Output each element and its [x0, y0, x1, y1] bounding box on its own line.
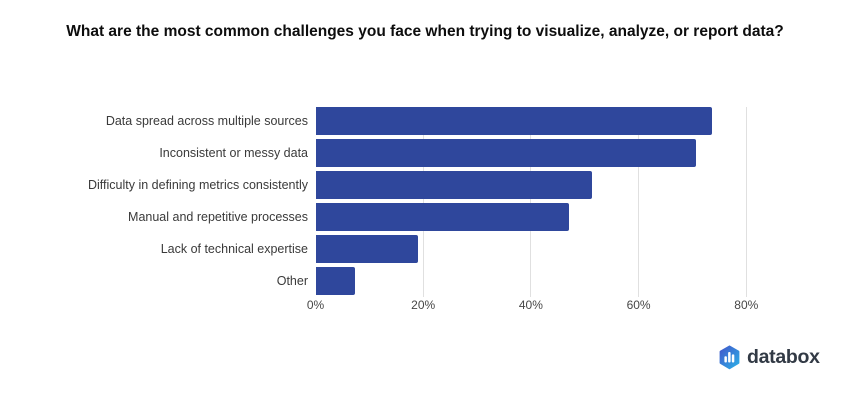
bar-label: Data spread across multiple sources: [105, 114, 308, 128]
gridline-20%: [422, 107, 424, 297]
bar: [315, 235, 418, 263]
bar-label: Inconsistent or messy data: [159, 146, 308, 160]
chart-title: What are the most common challenges you …: [66, 23, 784, 40]
gridline-80%: [745, 107, 747, 297]
gridline-60%: [638, 107, 640, 297]
databox-logo-text: databox: [747, 346, 820, 368]
bar-label: Lack of technical expertise: [160, 242, 308, 256]
databox-logo: databox: [719, 345, 820, 370]
bar: [315, 139, 696, 167]
bar: [315, 107, 713, 135]
bar: [315, 171, 593, 199]
bar-label: Other: [276, 274, 308, 288]
x-axis-tick-label: 0%: [306, 298, 325, 312]
x-axis-tick-label: 40%: [518, 298, 543, 312]
gridline-40%: [530, 107, 532, 297]
x-axis-tick-label: 20%: [411, 298, 436, 312]
x-axis-tick-label: 60%: [626, 298, 651, 312]
bar: [315, 203, 570, 231]
bar: [315, 267, 355, 295]
databox-hexagon-bar-chart-icon: [719, 345, 740, 370]
x-axis-tick-label: 80%: [734, 298, 759, 312]
bar-label: Manual and repetitive processes: [128, 210, 308, 224]
bar-label: Difficulty in defining metrics consisten…: [88, 178, 308, 192]
